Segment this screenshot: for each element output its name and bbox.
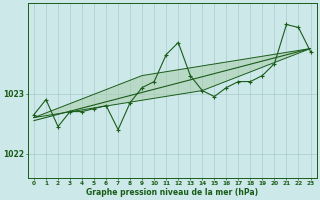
X-axis label: Graphe pression niveau de la mer (hPa): Graphe pression niveau de la mer (hPa) [86,188,258,197]
Polygon shape [34,49,310,118]
